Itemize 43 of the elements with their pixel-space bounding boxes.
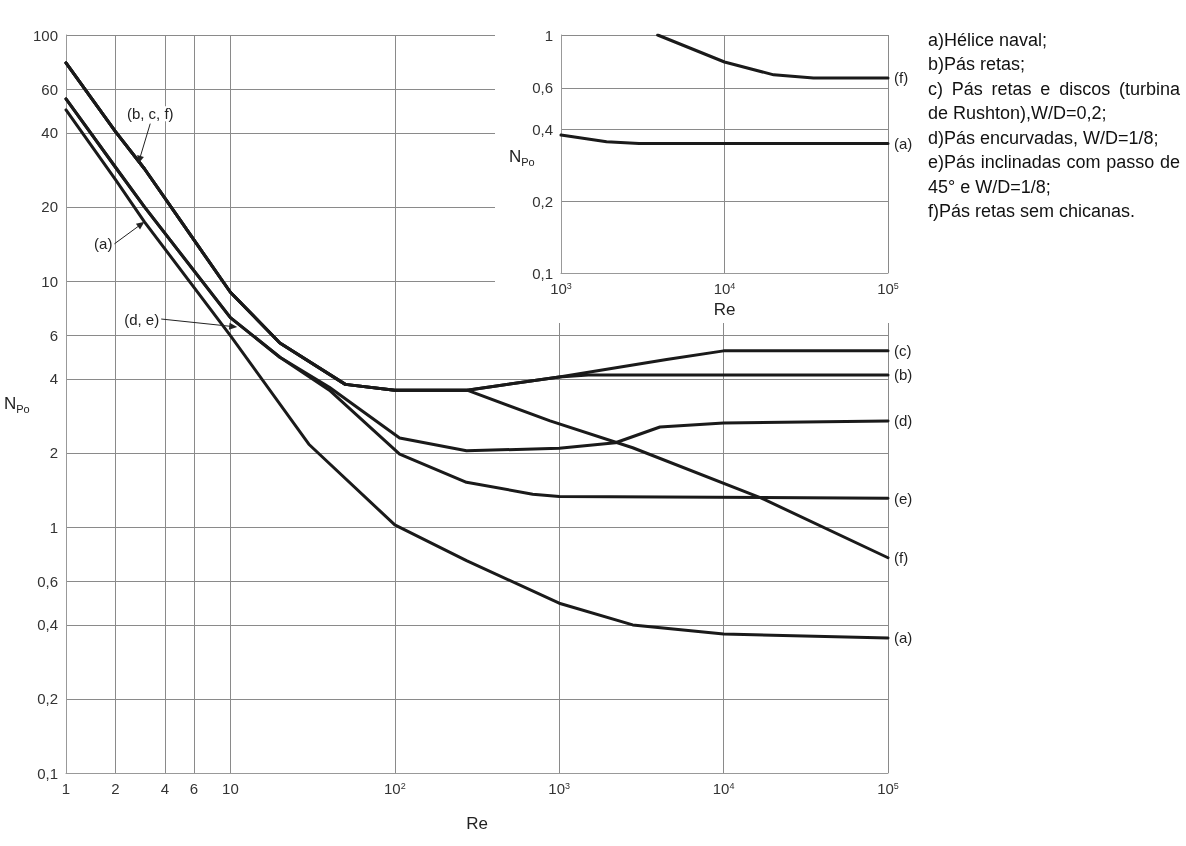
series-label: (b): [894, 366, 913, 384]
text: a)Hélice naval;: [928, 29, 1049, 52]
y-tick-label: 1: [544, 26, 553, 44]
x-axis-title: Re: [713, 300, 736, 319]
annotation: (d, e): [124, 310, 160, 328]
x-tick-label: 6: [189, 780, 199, 797]
x-tick-label: 1: [61, 780, 71, 797]
series-label: (a): [894, 135, 913, 153]
text: b)Pás retas;: [928, 53, 1027, 77]
x-tick-label: 4: [160, 780, 170, 797]
series-label: (c): [894, 342, 912, 360]
y-axis-title: N$_{Po}$: [4, 394, 30, 416]
text: f)Pás retas sem chicanas.: [928, 200, 1137, 224]
y-tick-label: 0,2: [37, 690, 58, 708]
series-label: (f): [894, 549, 909, 567]
annotation: (a): [94, 235, 113, 253]
x-tick-label: 2: [111, 780, 120, 797]
y-axis-title: N$_{Po}$: [509, 146, 535, 168]
y-tick-label: 40: [41, 124, 58, 142]
y-tick-label: 0,6: [532, 79, 553, 97]
annotation: (b, c, f): [126, 105, 174, 123]
series-label: (a): [894, 629, 913, 647]
y-tick-label: 6: [49, 327, 58, 345]
y-tick-label: 0,1: [37, 764, 58, 782]
y-tick-label: 0,4: [532, 121, 553, 139]
series-label: (f): [894, 69, 909, 87]
y-tick-label: 20: [41, 198, 58, 216]
y-tick-label: 0,6: [37, 573, 58, 591]
text: e)Pás inclinadas com passo de 45° e W/D=1/8;: [928, 151, 1180, 199]
y-tick-label: 60: [41, 81, 58, 99]
y-tick-label: 100: [32, 26, 58, 44]
y-tick-label: 0,2: [532, 192, 553, 210]
y-tick-label: 0,1: [532, 264, 553, 282]
x-axis-title: Re: [466, 814, 488, 833]
x-tick-label: 10: [222, 780, 239, 797]
y-tick-label: 2: [49, 444, 58, 462]
y-tick-label: 0,4: [37, 616, 58, 634]
series-label: (d): [894, 412, 913, 430]
text: d)Pás encurvadas, W/D=1/8;: [928, 126, 1160, 150]
text: c) Pás retas e discos (turbina de Rushton),W/D=0,2;: [928, 77, 1180, 126]
y-tick-label: 1: [49, 518, 58, 536]
series-label: (e): [894, 489, 913, 507]
y-tick-label: 4: [49, 370, 58, 388]
